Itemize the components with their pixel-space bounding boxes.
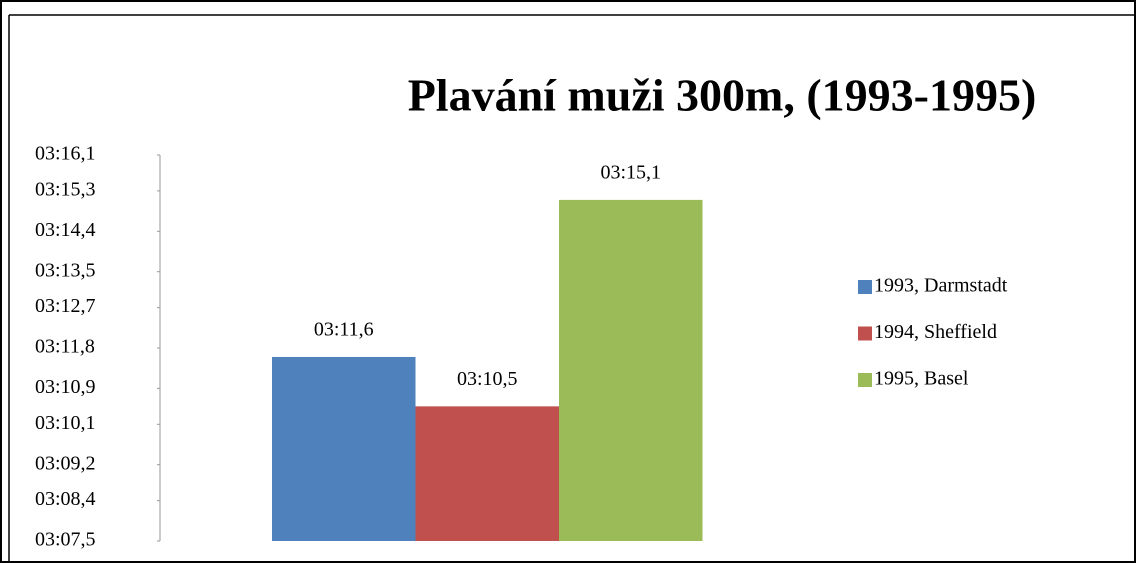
data-label: 03:11,6 [314,319,374,341]
legend-label: 1993, Darmstadt [874,275,1008,297]
bar [559,199,703,541]
legend-swatch [858,280,872,294]
y-tick-label: 03:11,8 [35,336,95,358]
y-tick-label: 03:14,4 [35,219,96,241]
y-tick-label: 03:08,4 [35,488,96,510]
y-tick-label: 03:16,1 [35,143,96,165]
y-tick-label: 03:15,3 [35,179,96,201]
y-tick-label: 03:13,5 [35,259,96,281]
legend-swatch [858,373,872,387]
legend-label: 1995, Basel [874,368,969,390]
y-tick-label: 03:09,2 [35,452,96,474]
y-tick-label: 03:12,7 [35,295,96,317]
data-label: 03:10,5 [457,368,518,390]
bar [415,406,559,541]
data-label: 03:15,1 [600,161,661,183]
chart-title: Plavání muži 300m, (1993-1995) [408,70,1037,121]
y-tick-label: 03:07,5 [35,529,96,551]
legend-swatch [858,326,872,341]
y-tick-label: 03:10,1 [35,412,96,434]
y-tick-label: 03:10,9 [35,376,96,398]
bar [272,356,416,541]
legend-label: 1994, Sheffield [874,321,997,343]
